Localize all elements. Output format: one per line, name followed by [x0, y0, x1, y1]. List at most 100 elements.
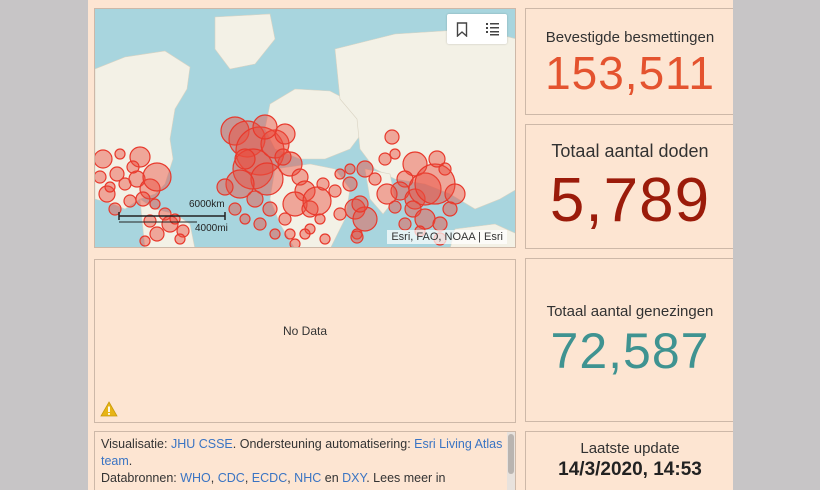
case-bubble[interactable] — [269, 228, 281, 240]
deaths-value: 5,789 — [549, 166, 711, 235]
info-text: . Lees meer in — [366, 470, 446, 485]
case-bubble[interactable] — [388, 200, 402, 214]
case-bubble[interactable] — [284, 228, 296, 240]
case-bubble[interactable] — [351, 195, 369, 213]
dxy-link[interactable]: DXY — [342, 470, 367, 485]
case-bubble[interactable] — [428, 150, 446, 168]
bookmark-icon — [456, 21, 468, 37]
case-bubble[interactable] — [108, 202, 122, 216]
case-bubble[interactable] — [438, 162, 452, 176]
world-map[interactable] — [95, 9, 516, 248]
info-line-2: Databronnen: WHO, CDC, ECDC, NHC en DXY.… — [101, 470, 509, 487]
case-bubble[interactable] — [228, 202, 242, 216]
case-bubble[interactable] — [225, 169, 255, 199]
case-bubble[interactable] — [274, 148, 292, 166]
case-bubble[interactable] — [239, 213, 251, 225]
case-bubble[interactable] — [253, 217, 267, 231]
confirmed-label: Bevestigde besmettingen — [545, 29, 715, 46]
confirmed-value: 153,511 — [545, 47, 715, 99]
map-panel[interactable]: 6000km 4000mi Esri, FAO, — [94, 8, 516, 248]
case-bubble[interactable] — [123, 194, 137, 208]
separator: , — [287, 470, 295, 485]
chart-panel: No Data — [94, 259, 516, 423]
case-bubble[interactable] — [299, 228, 311, 240]
case-bubble[interactable] — [142, 162, 172, 192]
case-bubble[interactable] — [139, 235, 151, 247]
nhc-link[interactable]: NHC — [294, 470, 322, 485]
case-bubble[interactable] — [109, 166, 125, 182]
case-bubble[interactable] — [252, 114, 278, 140]
case-bubble[interactable] — [314, 213, 326, 225]
case-bubble[interactable] — [344, 163, 356, 175]
map-attribution[interactable]: Esri, FAO, NOAA | Esri — [387, 230, 507, 244]
case-bubble[interactable] — [289, 238, 301, 248]
case-bubble[interactable] — [220, 116, 250, 146]
case-bubble[interactable] — [278, 212, 292, 226]
no-data-text: No Data — [282, 324, 328, 338]
deaths-label: Totaal aantal doden — [551, 141, 709, 161]
info-scrollbar-thumb[interactable] — [508, 434, 514, 474]
case-bubble[interactable] — [143, 214, 157, 228]
case-bubble[interactable] — [149, 226, 165, 242]
living-atlas-link[interactable]: Esri Living Atlas team — [101, 437, 503, 468]
case-bubble[interactable] — [158, 207, 172, 221]
case-bubble[interactable] — [384, 129, 400, 145]
case-bubble[interactable] — [302, 186, 332, 216]
case-bubble[interactable] — [432, 216, 448, 232]
separator: , — [210, 470, 218, 485]
case-bubble[interactable] — [344, 198, 366, 220]
who-link[interactable]: WHO — [180, 470, 211, 485]
recovered-panel: Totaal aantal genezingen 72,587 — [525, 258, 733, 422]
case-bubble[interactable] — [352, 206, 378, 232]
info-scrollbar[interactable] — [507, 432, 515, 490]
case-bubble[interactable] — [126, 160, 140, 174]
case-bubble[interactable] — [294, 180, 316, 202]
case-bubble[interactable] — [350, 230, 364, 244]
case-bubble[interactable] — [442, 201, 458, 217]
confirmed-panel: Bevestigde besmettingen 153,511 — [525, 8, 733, 115]
case-bubble[interactable] — [129, 146, 151, 168]
bookmark-button[interactable] — [447, 14, 477, 44]
case-bubble[interactable] — [216, 178, 234, 196]
case-bubble[interactable] — [95, 170, 107, 184]
case-bubble[interactable] — [368, 172, 382, 186]
case-bubble[interactable] — [398, 217, 412, 231]
case-bubbles[interactable] — [95, 114, 466, 248]
case-bubble[interactable] — [98, 185, 116, 203]
case-bubble[interactable] — [301, 200, 319, 218]
case-bubble[interactable] — [274, 123, 296, 145]
case-bubble[interactable] — [378, 152, 392, 166]
case-bubble[interactable] — [246, 190, 264, 208]
case-bubble[interactable] — [333, 207, 347, 221]
case-bubble[interactable] — [104, 181, 116, 193]
jhu-csse-link[interactable]: JHU CSSE — [170, 437, 233, 451]
case-bubble[interactable] — [135, 191, 151, 207]
case-bubble[interactable] — [444, 183, 466, 205]
dashboard: 6000km 4000mi Esri, FAO, — [88, 0, 733, 490]
cdc-link[interactable]: CDC — [217, 470, 245, 485]
case-bubble[interactable] — [356, 160, 374, 178]
case-bubble[interactable] — [262, 201, 278, 217]
update-panel: Laatste update 14/3/2020, 14:53 — [525, 431, 733, 490]
ecdc-link[interactable]: ECDC — [251, 470, 288, 485]
case-bubble[interactable] — [282, 191, 308, 217]
case-bubble[interactable] — [319, 233, 331, 245]
case-bubble[interactable] — [342, 176, 358, 192]
case-bubble[interactable] — [250, 162, 284, 196]
recovered-label: Totaal aantal genezingen — [546, 303, 714, 320]
case-bubble[interactable] — [328, 184, 342, 198]
legend-button[interactable] — [477, 14, 507, 44]
case-bubble[interactable] — [149, 198, 161, 210]
warning-icon[interactable] — [100, 401, 118, 417]
case-bubble[interactable] — [408, 172, 442, 206]
case-bubble[interactable] — [316, 177, 330, 191]
info-panel: Visualisatie: JHU CSSE. Ondersteuning au… — [94, 431, 516, 490]
case-bubble[interactable] — [376, 183, 398, 205]
case-bubble[interactable] — [334, 168, 346, 180]
case-bubble[interactable] — [114, 148, 126, 160]
case-bubble[interactable] — [95, 149, 113, 169]
case-bubble[interactable] — [174, 233, 186, 245]
case-bubble[interactable] — [389, 148, 401, 160]
case-bubble[interactable] — [234, 148, 256, 170]
separator: , — [244, 470, 252, 485]
